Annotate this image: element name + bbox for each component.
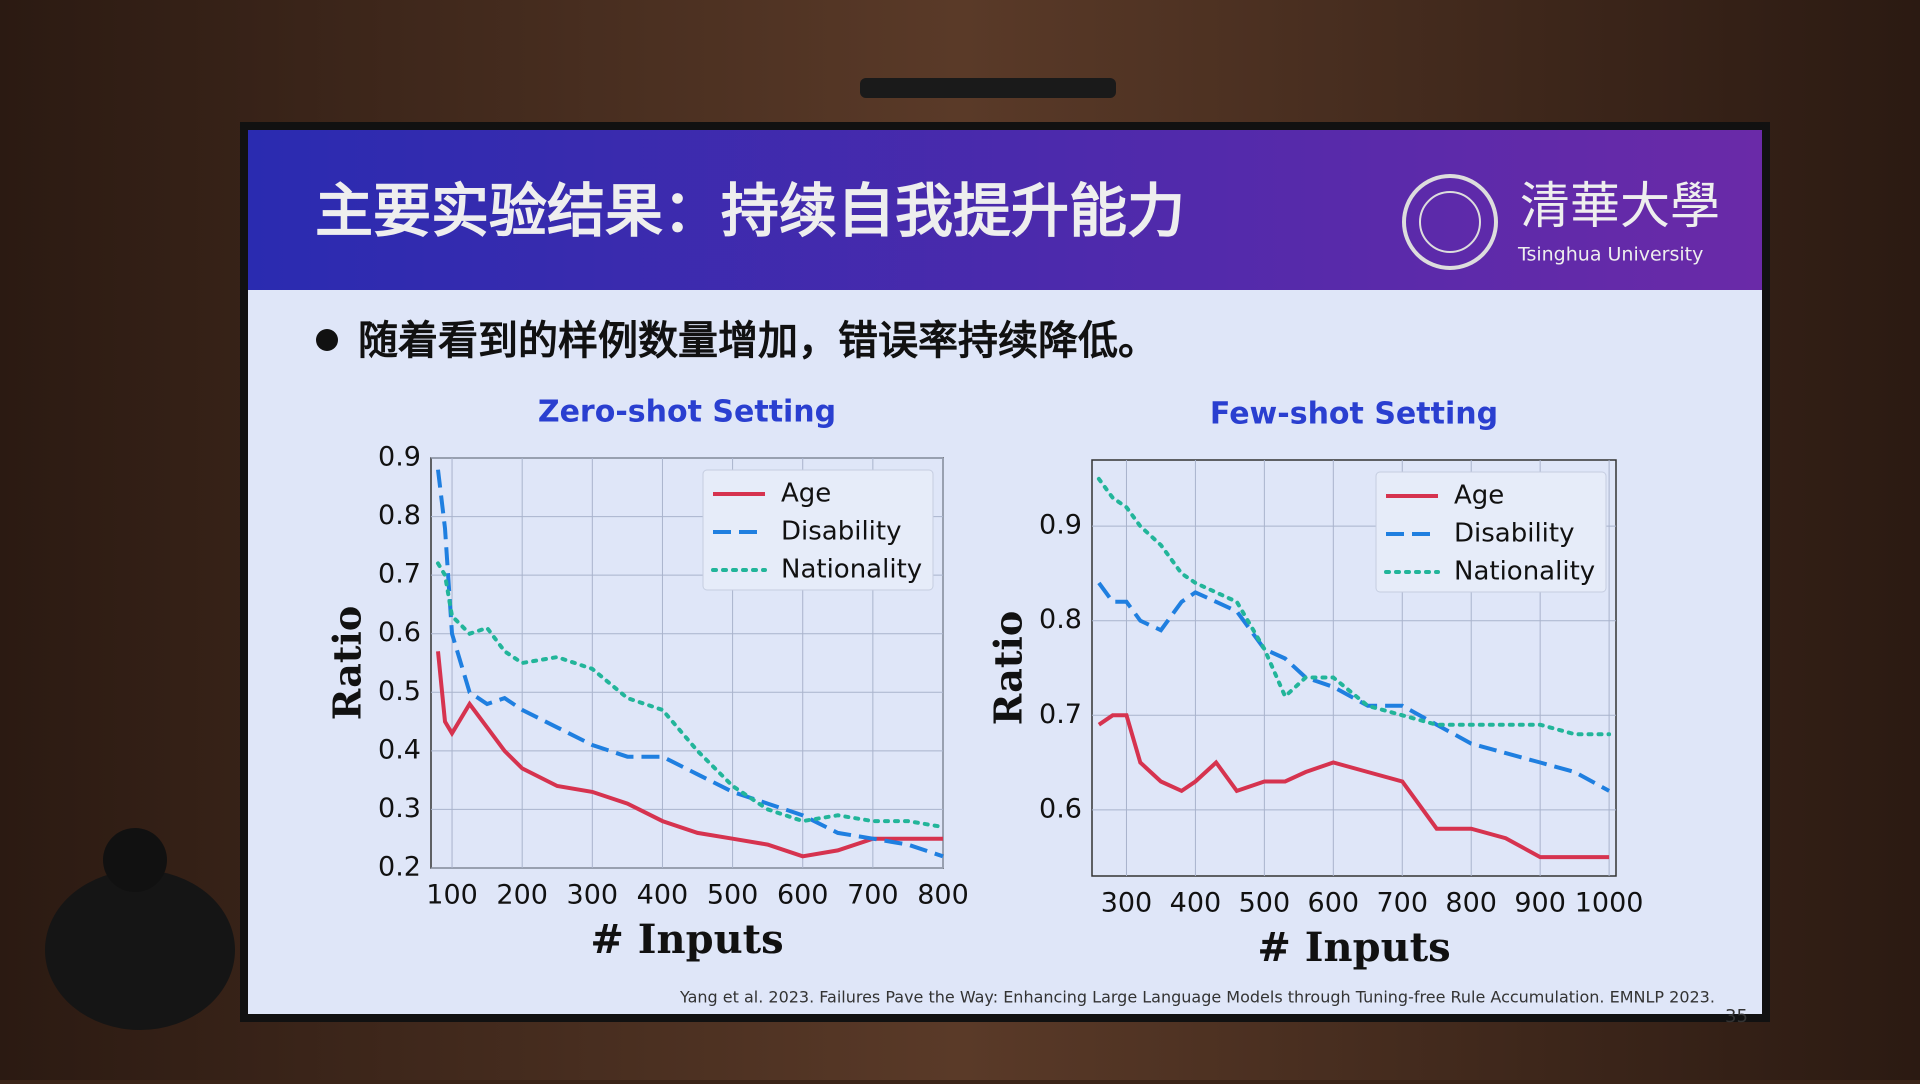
legend-label: Disability [1454,519,1574,549]
line-series [1097,713,1610,860]
x-tick-label: 100 [426,880,478,911]
slide-header [248,130,1762,290]
x-axis-label: # Inputs [1257,924,1450,971]
line-series [436,469,944,859]
y-tick-label: 0.6 [378,617,421,648]
projector [860,78,1116,98]
legend-label: Disability [781,517,901,547]
x-tick-label: 900 [1514,888,1566,919]
x-tick-label: 1000 [1575,888,1644,919]
y-tick-label: 0.2 [378,852,421,883]
y-tick-label: 0.6 [1039,793,1082,824]
y-tick-label: 0.8 [1039,604,1082,635]
slide-title: 主要实验结果：持续自我提升能力 [315,177,1185,245]
legend-box [1375,471,1607,593]
line-series [436,651,943,859]
y-tick-label: 0.5 [378,676,421,707]
legend-box [702,469,934,591]
presenter [45,870,235,1030]
y-axis-label: Ratio [986,611,1031,725]
x-tick-label: 500 [1239,888,1291,919]
logo-seal-inner [1419,191,1481,253]
y-tick-label: 0.9 [378,442,421,473]
bullet-dot [316,329,338,351]
chart-title: Few-shot Setting [1210,397,1498,432]
x-tick-label: 600 [777,880,829,911]
x-tick-label: 200 [496,880,548,911]
y-tick-label: 0.7 [1039,699,1082,730]
presenter-head [103,828,167,892]
x-tick-label: 800 [1445,888,1497,919]
bullet-text: 随着看到的样例数量增加，错误率持续降低。 [358,318,1158,364]
x-tick-label: 400 [1170,888,1222,919]
legend-label: Age [1454,481,1504,511]
x-tick-label: 300 [1101,888,1153,919]
y-tick-label: 0.4 [378,734,421,765]
chart-title: Zero-shot Setting [538,395,836,430]
y-tick-label: 0.9 [1039,510,1082,541]
legend-label: Nationality [1454,557,1595,587]
x-tick-label: 300 [567,880,619,911]
line-series [1097,581,1611,793]
line-series [1096,476,1612,737]
x-tick-label: 700 [1376,888,1428,919]
y-tick-label: 0.3 [378,793,421,824]
x-tick-label: 600 [1308,888,1360,919]
y-axis-label: Ratio [325,606,370,720]
line-series [436,561,945,829]
citation: Yang et al. 2023. Failures Pave the Way:… [679,988,1715,1007]
legend-label: Nationality [781,555,922,585]
y-tick-label: 0.8 [378,500,421,531]
x-tick-label: 800 [917,880,969,911]
page-number: 35 [1725,1006,1748,1027]
y-tick-label: 0.7 [378,559,421,590]
logo-seal [1402,174,1498,270]
logo-cn: 清華大學 [1520,177,1720,235]
logo-en: Tsinghua University [1517,244,1703,266]
x-tick-label: 400 [637,880,689,911]
x-axis-label: # Inputs [590,916,783,963]
x-tick-label: 500 [707,880,759,911]
x-tick-label: 700 [847,880,899,911]
legend-label: Age [781,479,831,509]
